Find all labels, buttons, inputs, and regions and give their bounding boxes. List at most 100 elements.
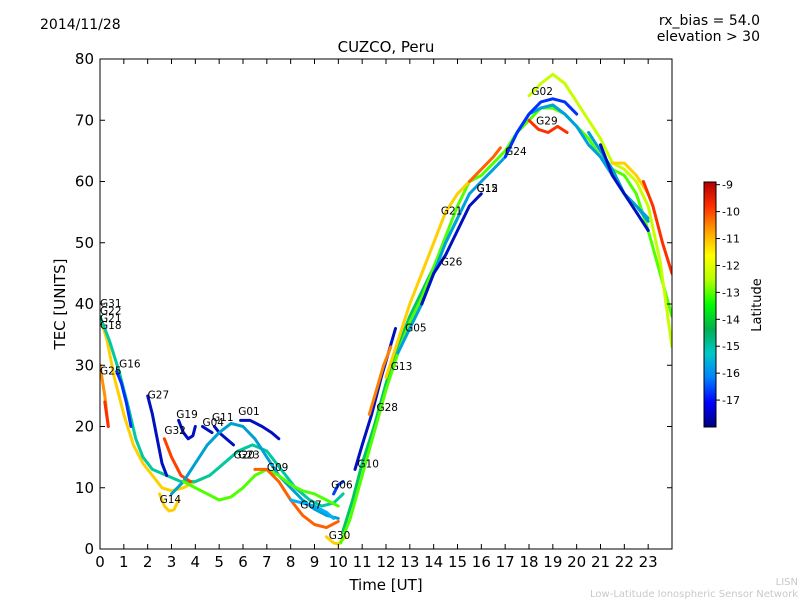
x-tick-label: 0 (95, 553, 105, 571)
x-tick-label: 4 (191, 553, 201, 571)
sat-label: G19 (176, 409, 198, 421)
colorbar-tick-label: -10 (722, 206, 740, 219)
series-G09-14 (253, 467, 340, 530)
colorbar (703, 181, 717, 428)
sat-label: G14 (160, 494, 182, 506)
x-tick-label: 14 (424, 553, 443, 571)
x-axis: 0 1 2 3 4 5 6 7 8 9 10 11 12 13 14 15 16 17 18 19 20 21 22 23 (95, 59, 658, 571)
sat-label: G06 (331, 479, 353, 491)
x-tick-label: 3 (167, 553, 177, 571)
y-tick-label: 80 (75, 50, 94, 68)
y-tick-label: 0 (84, 540, 94, 558)
series-G15-24 (420, 192, 483, 306)
colorbar-tick-label: -13 (722, 286, 740, 299)
x-tick-label: 1 (119, 553, 129, 571)
x-tick-label: 2 (143, 553, 153, 571)
colorbar-tick-label: -9 (722, 179, 733, 192)
sat-label: G05 (405, 323, 427, 335)
colorbar-tick-label: -16 (722, 367, 740, 380)
series-G17-30 (599, 143, 650, 232)
sat-label: G21 (100, 313, 122, 325)
series-G05-21 (339, 106, 672, 545)
y-tick-label: 40 (75, 295, 94, 313)
elevation-label: elevation > 30 (656, 29, 760, 45)
x-tick-label: 12 (376, 553, 395, 571)
sat-label: G18 (100, 320, 122, 332)
x-tick-label: 18 (519, 553, 538, 571)
colorbar-label: Latitude (750, 278, 765, 332)
x-tick-label: 19 (543, 553, 562, 571)
sat-label: G01 (238, 406, 260, 418)
colorbar-tick-label: -12 (722, 259, 740, 272)
y-tick-label: 60 (75, 173, 94, 191)
sat-label: G25 (100, 365, 122, 377)
sat-label: G22 (100, 305, 122, 317)
colorbar-tick-label: -17 (722, 394, 740, 407)
colorbar-tick-label: -11 (722, 233, 740, 246)
x-tick-label: 7 (262, 553, 272, 571)
series-G26-22 (396, 103, 650, 355)
y-axis-label: TEC [UNITS] (51, 259, 69, 351)
y-tick-label: 10 (75, 479, 94, 497)
sat-label: G07 (300, 500, 322, 512)
series-G12-25 (467, 146, 502, 183)
x-tick-label: 20 (567, 553, 586, 571)
series-G02-28 (527, 72, 672, 349)
sat-label: G20 (233, 449, 255, 461)
x-tick-label: 13 (400, 553, 419, 571)
y-tick-label: 50 (75, 234, 94, 252)
series-G22-2 (103, 400, 110, 428)
series-G06-17 (332, 480, 345, 496)
series-G25-32 (641, 180, 672, 275)
satellite-labels: G31G22G21G18G25G16G27G19G32G04G11G01G20G… (100, 86, 558, 542)
sat-label: G21 (441, 206, 463, 218)
series-G01-11 (239, 418, 281, 441)
sat-label: G29 (536, 116, 558, 128)
colorbar-ticks: -9 -10 -11 -12 -13 -14 -15 -16 -17 (716, 179, 740, 407)
x-tick-label: 5 (214, 553, 224, 571)
y-tick-label: 30 (75, 356, 94, 374)
series-G16-4 (115, 369, 133, 428)
x-tick-label: 9 (310, 553, 320, 571)
sat-label: G10 (357, 459, 379, 471)
series-G08-29 (587, 131, 650, 223)
series-G24-26 (503, 97, 579, 159)
x-tick-label: 6 (238, 553, 248, 571)
sat-label: G12 (477, 183, 499, 195)
series-G18-0 (100, 314, 212, 493)
series-G2x-23 (384, 180, 471, 379)
series-G07-15 (289, 498, 336, 520)
sat-label: G02 (531, 86, 553, 98)
sat-label: G28 (376, 402, 398, 414)
series-layer (100, 72, 672, 546)
y-tick-label: 20 (75, 418, 94, 436)
x-tick-label: 16 (472, 553, 491, 571)
series-G27-5 (146, 394, 169, 477)
sat-label: G13 (391, 361, 413, 373)
series-G29-27 (527, 118, 569, 134)
series-G31-3 (100, 314, 345, 508)
sat-label: G04 (202, 417, 224, 429)
series-G14-8 (158, 492, 181, 513)
sat-label: G11 (212, 412, 234, 424)
x-tick-label: 10 (329, 553, 348, 571)
sat-label: G24 (505, 146, 527, 158)
x-tick-label: 11 (353, 553, 372, 571)
series-G13-19 (367, 345, 393, 416)
x-tick-label: 17 (496, 553, 515, 571)
rx-bias-label: rx_bias = 54.0 (658, 13, 760, 29)
y-axis: 0 10 20 30 40 50 60 70 80 (75, 50, 672, 558)
sat-label: G27 (148, 389, 170, 401)
x-tick-label: 21 (591, 553, 610, 571)
x-tick-label: 8 (286, 553, 296, 571)
sat-label: G30 (329, 530, 351, 542)
series-G11-10 (212, 425, 235, 447)
footer-lisn: LISN (775, 577, 798, 588)
series-G04-9 (201, 425, 214, 435)
colorbar-tick-label: -14 (722, 313, 740, 326)
colorbar-tick-label: -15 (722, 340, 740, 353)
sat-label: G23 (238, 449, 260, 461)
sat-label: G09 (267, 462, 289, 474)
sat-label: G15 (477, 183, 499, 195)
sat-label: G16 (119, 359, 141, 371)
